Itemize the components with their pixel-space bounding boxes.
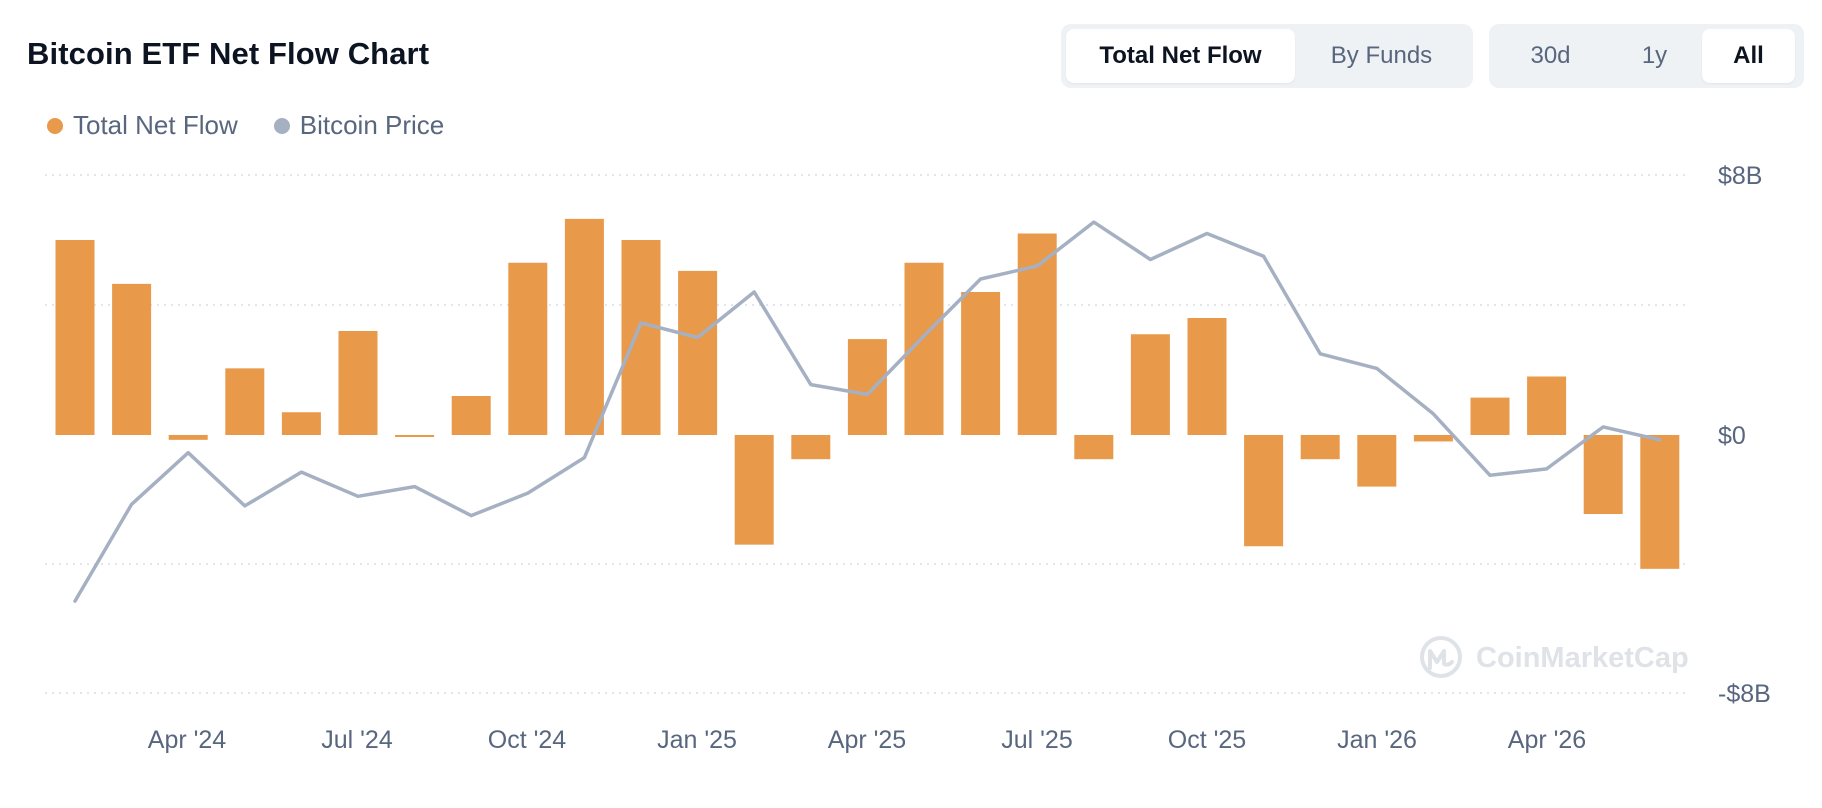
x-tick-label: Oct '24 [488,726,567,754]
tab-by-funds[interactable]: By Funds [1295,29,1468,83]
legend-label-net-flow: Total Net Flow [73,110,238,140]
bitcoin-price-line[interactable] [73,220,1662,603]
net-flow-bar[interactable] [1017,233,1057,436]
view-toggle: Total Net Flow By Funds [1061,24,1473,88]
net-flow-bar[interactable] [395,435,435,437]
range-toggle: 30d 1y All [1489,24,1804,88]
net-flow-bar[interactable] [1187,318,1227,435]
net-flow-bar[interactable] [678,270,718,435]
legend-item-net-flow[interactable]: Total Net Flow [47,110,238,141]
x-tick-label: Jul '25 [1001,726,1072,754]
y-axis-ticks: $8B $0 -$8B [1718,162,1771,708]
x-tick-label: Jan '25 [657,726,737,754]
x-axis-ticks: Apr '24 Jul '24 Oct '24 Jan '25 Apr '25 Jul '… [148,726,1586,754]
coinmarketcap-logo-mark [1428,649,1454,670]
net-flow-bar[interactable] [791,435,831,460]
x-tick-label: Jul '24 [321,726,393,754]
net-flow-bar[interactable] [281,412,321,435]
net-flow-bar[interactable] [961,292,1001,435]
x-tick-label: Apr '25 [828,726,906,754]
net-flow-bar[interactable] [168,435,208,440]
net-flow-bar[interactable] [1413,435,1453,442]
x-tick-label: Apr '26 [1508,726,1586,754]
net-flow-bar[interactable] [734,435,774,545]
net-flow-bar[interactable] [338,331,378,435]
legend-label-bitcoin-price: Bitcoin Price [299,110,445,140]
bitcoin-price-line-group [73,220,1662,603]
coinmarketcap-watermark: CoinMarketCap [1420,636,1689,678]
net-flow-bar[interactable] [1470,397,1510,435]
net-flow-bar[interactable] [1583,435,1623,515]
net-flow-bar[interactable] [112,283,152,435]
x-tick-label: Oct '25 [1168,726,1246,754]
net-flow-bar[interactable] [1130,334,1170,435]
net-flow-bar[interactable] [1244,435,1284,547]
net-flow-bar[interactable] [564,218,604,435]
watermark-text: CoinMarketCap [1476,642,1689,674]
y-tick-label: $8B [1718,162,1762,190]
legend-swatch-bitcoin-price [273,117,290,134]
tab-total-net-flow[interactable]: Total Net Flow [1066,29,1295,83]
net-flow-bar[interactable] [1300,435,1340,460]
range-all-button[interactable]: All [1702,29,1795,83]
chart-gridlines [45,174,1690,694]
legend-swatch-net-flow [47,117,63,134]
net-flow-bar[interactable] [451,396,491,435]
x-tick-label: Apr '24 [148,726,227,754]
y-tick-label: -$8B [1718,680,1771,708]
net-flow-bar[interactable] [1640,435,1680,569]
coinmarketcap-logo-icon [1420,636,1462,678]
y-tick-label: $0 [1718,422,1746,450]
net-flow-bar[interactable] [508,262,548,435]
chart-legend: Total Net Flow Bitcoin Price [47,110,444,141]
net-flow-bar[interactable] [621,240,661,435]
x-tick-label: Jan '26 [1337,726,1417,754]
net-flow-bar[interactable] [225,368,265,435]
net-flow-bar[interactable] [1357,435,1397,487]
legend-item-bitcoin-price[interactable]: Bitcoin Price [273,110,445,141]
range-30d-button[interactable]: 30d [1494,29,1607,83]
net-flow-bar[interactable] [847,339,887,435]
chart-title: Bitcoin ETF Net Flow Chart [27,36,430,71]
net-flow-bar[interactable] [1074,435,1114,460]
net-flow-bar[interactable] [55,240,95,435]
net-flow-bar[interactable] [1527,376,1567,436]
range-1y-button[interactable]: 1y [1607,29,1702,83]
